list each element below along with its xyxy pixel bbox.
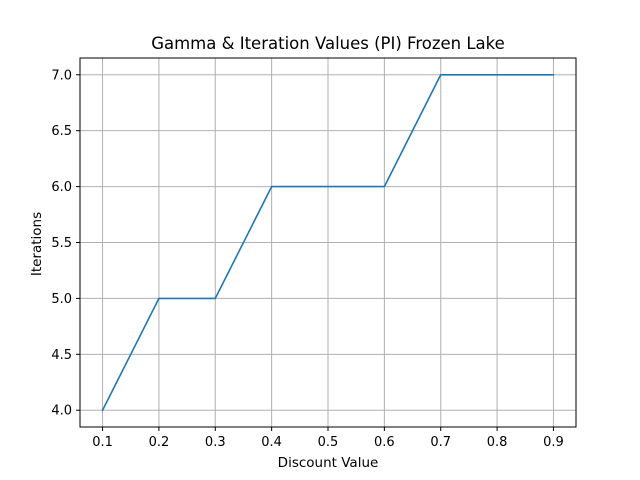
y-tick-label: 5.0 [51, 292, 72, 307]
series-line [101, 73, 555, 412]
y-tick-label: 7.0 [51, 68, 72, 83]
x-tick-label: 0.8 [487, 435, 508, 450]
y-axis-title: Iterations [29, 212, 45, 276]
y-tick-label: 6.0 [51, 180, 72, 195]
x-tick-label: 0.2 [149, 435, 170, 450]
y-tick-label: 6.5 [51, 124, 72, 139]
x-tick-label: 0.5 [318, 435, 339, 450]
x-axis-ticks: 0.1 0.2 0.3 0.4 0.5 0.6 0.7 0.8 0.9 [92, 427, 564, 450]
x-tick-label: 0.9 [543, 435, 564, 450]
x-tick-label: 0.7 [430, 435, 451, 450]
y-tick-label: 4.0 [51, 404, 72, 419]
y-axis-ticks: 4.0 4.5 5.0 5.5 6.0 6.5 7.0 [51, 68, 80, 419]
x-tick-label: 0.3 [205, 435, 226, 450]
y-tick-label: 5.5 [51, 236, 72, 251]
series-layer [101, 73, 555, 412]
x-tick-label: 0.1 [92, 435, 113, 450]
x-tick-label: 0.4 [261, 435, 282, 450]
x-tick-label: 0.6 [374, 435, 395, 450]
chart-title: Gamma & Iteration Values (PI) Frozen Lak… [151, 34, 505, 53]
y-tick-label: 4.5 [51, 348, 72, 363]
x-axis-title: Discount Value [278, 455, 379, 471]
